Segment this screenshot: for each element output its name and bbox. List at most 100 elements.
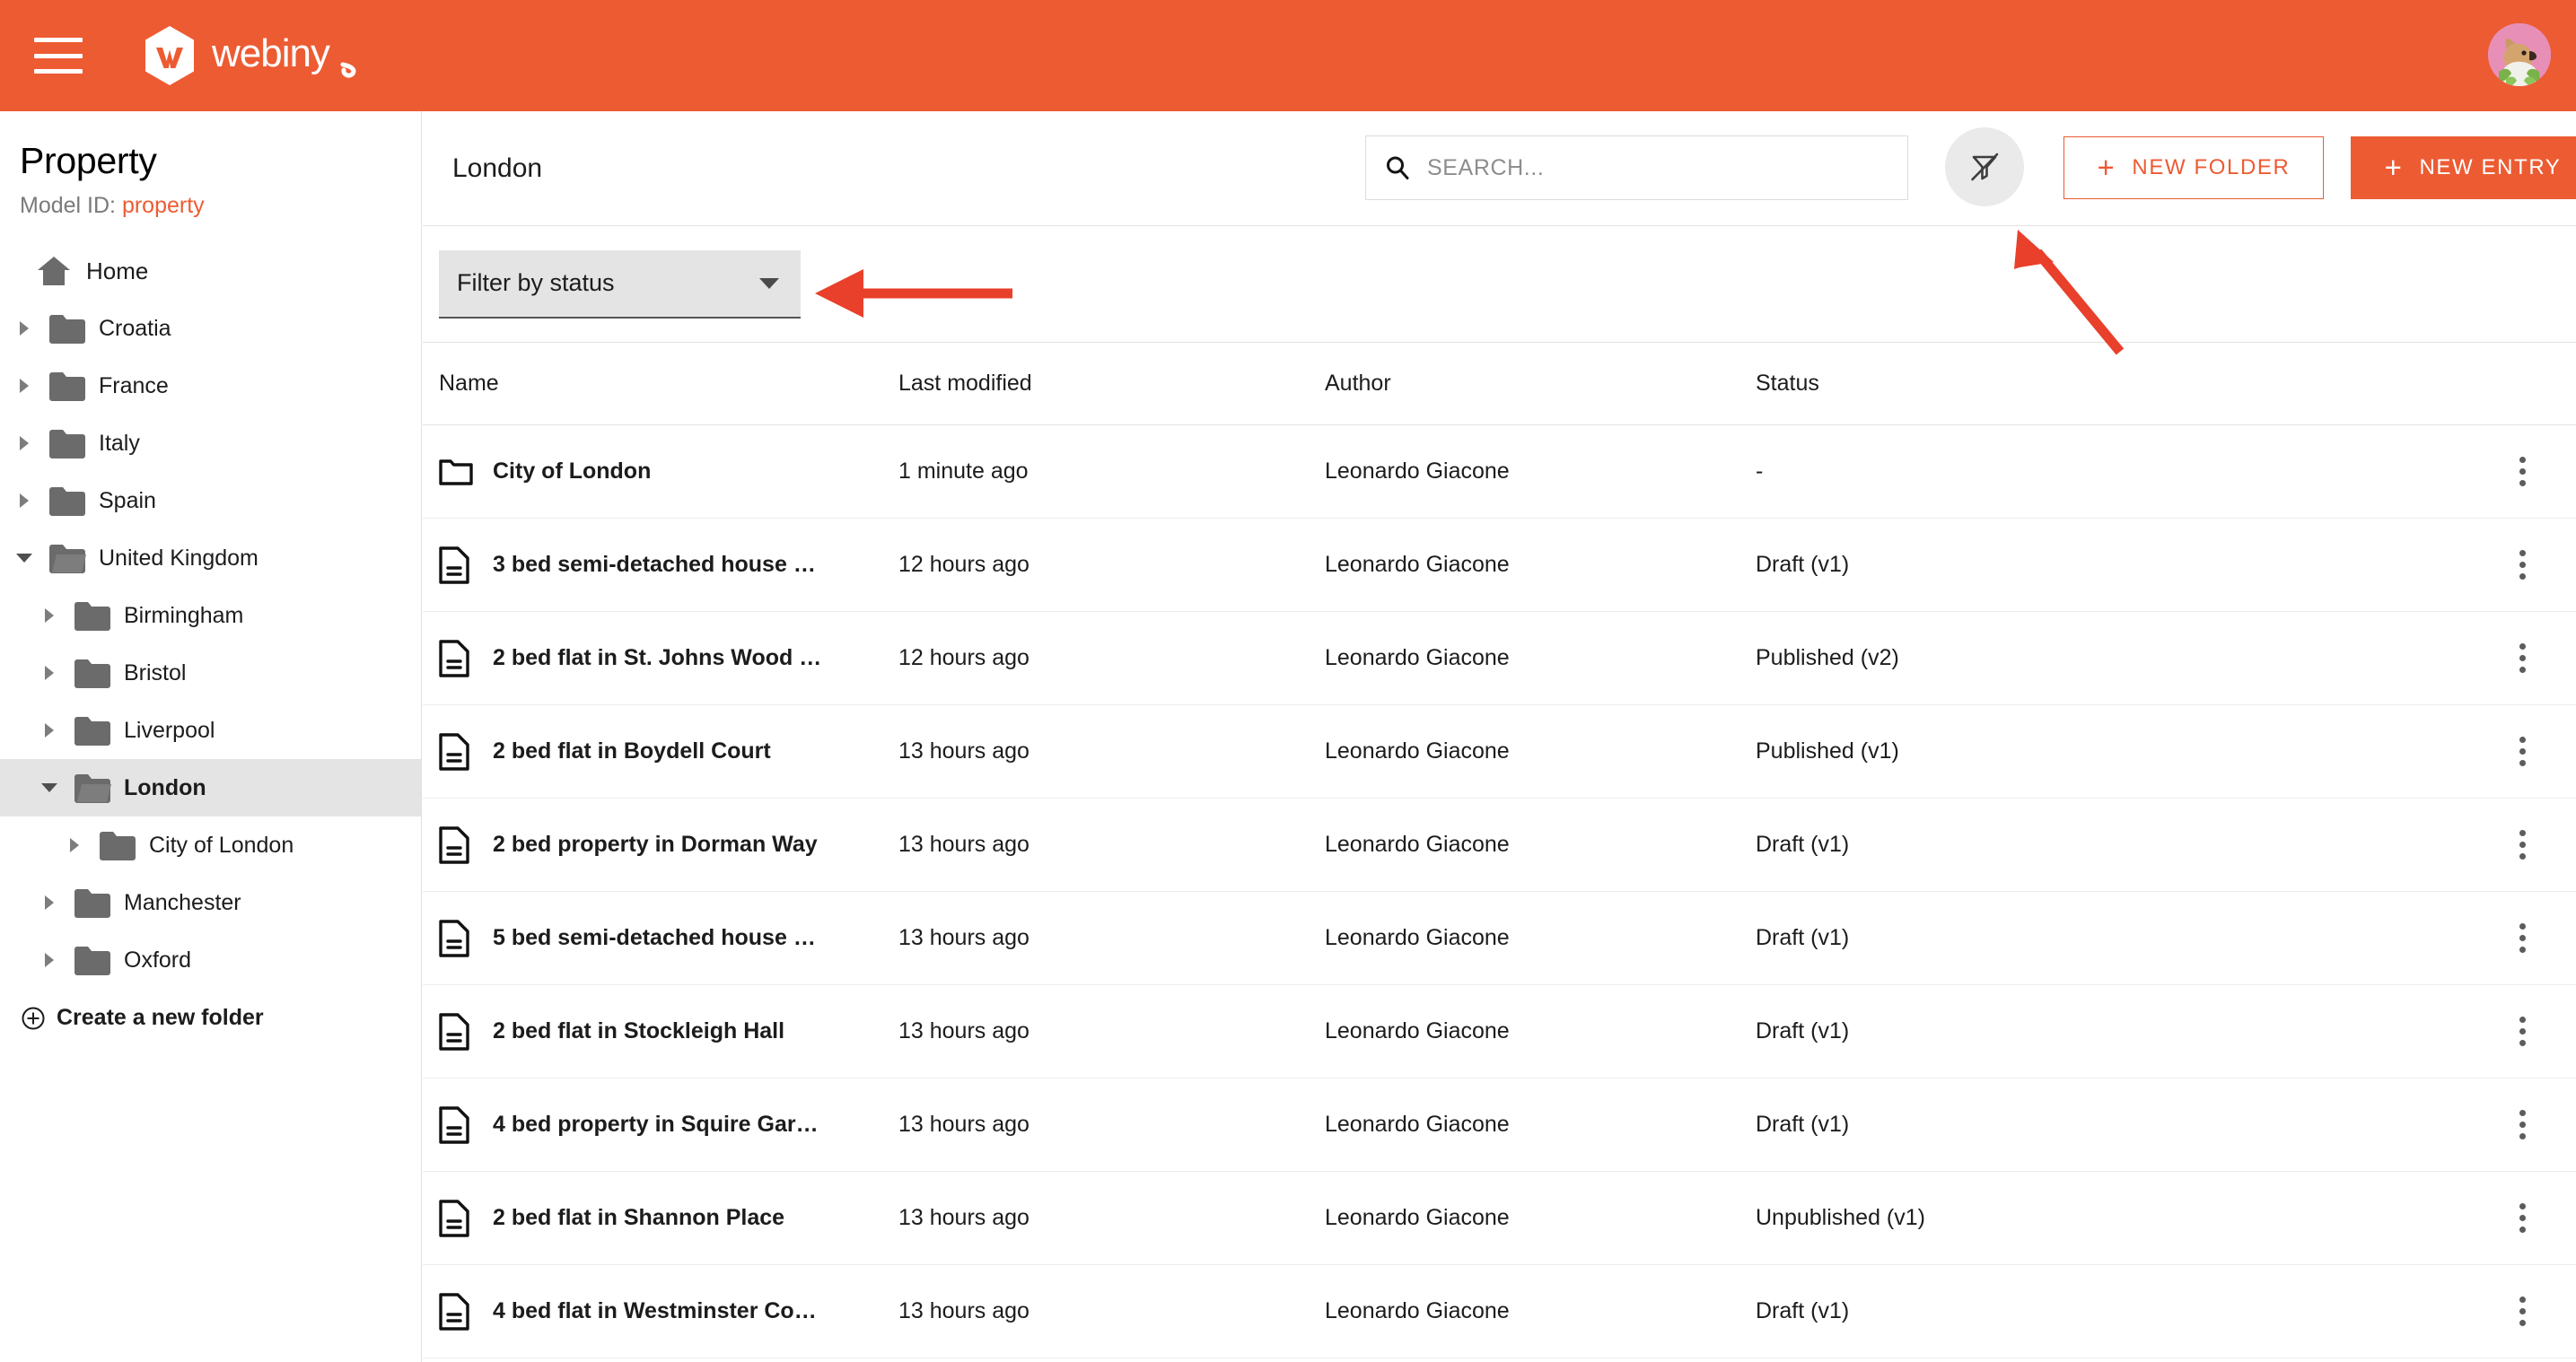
tree-item-united-kingdom[interactable]: United Kingdom: [0, 529, 421, 587]
kebab-menu-icon[interactable]: [2507, 1289, 2538, 1333]
tree-item-france[interactable]: France: [0, 357, 421, 415]
toggle-filters-button[interactable]: [1945, 127, 2024, 206]
folder-icon: [99, 830, 136, 860]
new-folder-button[interactable]: + NEW FOLDER: [2063, 136, 2324, 199]
row-name: City of London: [493, 458, 652, 484]
brand-logo[interactable]: webiny: [142, 25, 366, 86]
tree-item-home[interactable]: Home: [0, 242, 421, 300]
kebab-menu-icon[interactable]: [2507, 1196, 2538, 1240]
search-input[interactable]: [1427, 154, 1889, 181]
tree-item-label: Birmingham: [124, 602, 244, 628]
model-id: Model ID: property: [20, 193, 421, 219]
document-icon: [439, 1292, 477, 1331]
table-row[interactable]: 2 bed flat in St. Johns Wood … 12 hours a…: [423, 612, 2576, 705]
folder-icon: [74, 600, 111, 631]
page-title: Property: [20, 140, 157, 181]
chevron-right-icon[interactable]: [38, 604, 61, 627]
tree-item-oxford[interactable]: Oxford: [0, 931, 421, 989]
tree-item-city-of-london[interactable]: City of London: [0, 816, 421, 874]
tree-item-liverpool[interactable]: Liverpool: [0, 702, 421, 759]
folder-icon: [48, 313, 86, 344]
tree-item-label: Spain: [99, 487, 156, 513]
row-author: Leonardo Giacone: [1325, 645, 1510, 670]
row-author: Leonardo Giacone: [1325, 1018, 1510, 1043]
filter-by-status-select[interactable]: Filter by status: [439, 249, 801, 319]
table-row[interactable]: 2 bed flat in Stockleigh Hall 13 hours ag…: [423, 985, 2576, 1078]
row-last-modified: 13 hours ago: [898, 1018, 1030, 1043]
column-header-name: Name: [439, 371, 499, 396]
row-last-modified: 13 hours ago: [898, 1205, 1030, 1230]
row-author: Leonardo Giacone: [1325, 1112, 1510, 1137]
chevron-right-icon[interactable]: [13, 374, 36, 397]
tree-item-birmingham[interactable]: Birmingham: [0, 587, 421, 644]
chevron-right-icon[interactable]: [13, 317, 36, 340]
tree-item-london[interactable]: London: [0, 759, 421, 816]
chevron-right-icon[interactable]: [63, 834, 86, 857]
hamburger-icon[interactable]: [34, 38, 83, 74]
row-last-modified: 12 hours ago: [898, 645, 1030, 670]
row-status: Draft (v1): [1756, 552, 1850, 577]
search-box[interactable]: [1365, 135, 1908, 200]
tree-item-label: London: [124, 774, 206, 800]
chevron-right-icon[interactable]: [38, 948, 61, 972]
row-status: Draft (v1): [1756, 925, 1850, 950]
folder-icon: [74, 715, 111, 746]
table-row[interactable]: 3 bed semi-detached house … 12 hours ago L…: [423, 519, 2576, 612]
table-row[interactable]: 5 bed semi-detached house … 13 hours ago L…: [423, 892, 2576, 985]
tree-item-label: United Kingdom: [99, 545, 258, 571]
chevron-right-icon[interactable]: [38, 719, 61, 742]
kebab-menu-icon[interactable]: [2507, 543, 2538, 587]
chevron-right-icon[interactable]: [13, 432, 36, 455]
kebab-menu-icon[interactable]: [2507, 450, 2538, 493]
table-row[interactable]: 2 bed property in Dorman Way 13 hours ago…: [423, 799, 2576, 892]
folder-icon: [48, 428, 86, 458]
folder-icon: [48, 485, 86, 516]
tree-item-croatia[interactable]: Croatia: [0, 300, 421, 357]
filter-by-status-value: Filter by status: [457, 269, 615, 296]
new-folder-label: NEW FOLDER: [2132, 155, 2291, 179]
avatar[interactable]: [2488, 23, 2551, 86]
chevron-down-icon[interactable]: [38, 776, 61, 799]
tree-item-manchester[interactable]: Manchester: [0, 874, 421, 931]
row-status: Unpublished (v1): [1756, 1205, 1925, 1230]
kebab-menu-icon[interactable]: [2507, 916, 2538, 960]
table-row[interactable]: 4 bed flat in Westminster Co… 13 hours ag…: [423, 1265, 2576, 1358]
webiny-wordmark: webiny: [212, 32, 366, 79]
plus-icon: +: [2097, 150, 2116, 184]
tree-item-bristol[interactable]: Bristol: [0, 644, 421, 702]
new-entry-label: NEW ENTRY: [2419, 155, 2562, 179]
row-status: Draft (v1): [1756, 1018, 1850, 1043]
chevron-down-icon[interactable]: [13, 546, 36, 570]
kebab-menu-icon[interactable]: [2507, 636, 2538, 680]
hamburger-bar: [34, 69, 83, 74]
kebab-menu-icon[interactable]: [2507, 823, 2538, 867]
chevron-right-icon[interactable]: [38, 661, 61, 685]
row-last-modified: 12 hours ago: [898, 552, 1030, 577]
chevron-right-icon[interactable]: [13, 489, 36, 512]
chevron-right-icon[interactable]: [38, 891, 61, 914]
document-icon: [439, 919, 477, 957]
folder-icon: [74, 658, 111, 688]
row-author: Leonardo Giacone: [1325, 458, 1510, 484]
table-row[interactable]: 4 bed property in Squire Gar… 13 hours ag…: [423, 1078, 2576, 1172]
folder-tree: Home Croatia France Italy Spain United Kingdo…: [0, 242, 421, 989]
tree-item-italy[interactable]: Italy: [0, 415, 421, 472]
sidebar: Property Model ID: property Home Croatia F…: [0, 111, 422, 1362]
model-id-value[interactable]: property: [121, 193, 205, 218]
new-entry-button[interactable]: + NEW ENTRY: [2351, 136, 2576, 199]
document-icon: [439, 1199, 477, 1237]
plus-icon: +: [2384, 150, 2404, 184]
table-row[interactable]: City of London 1 minute ago Leonardo Giaco…: [423, 425, 2576, 519]
kebab-menu-icon[interactable]: [2507, 729, 2538, 773]
table-row[interactable]: 2 bed flat in Boydell Court 13 hours ago L…: [423, 705, 2576, 799]
search-icon: [1384, 154, 1411, 181]
folder-open-icon: [74, 773, 111, 803]
main-content: London + NEW FOLDER +: [423, 111, 2576, 1362]
tree-item-spain[interactable]: Spain: [0, 472, 421, 529]
kebab-menu-icon[interactable]: [2507, 1103, 2538, 1147]
row-name: 3 bed semi-detached house …: [493, 552, 816, 577]
kebab-menu-icon[interactable]: [2507, 1009, 2538, 1053]
table-row[interactable]: 2 bed flat in Shannon Place 13 hours ago L…: [423, 1172, 2576, 1265]
create-new-folder-button[interactable]: Create a new folder: [22, 1005, 421, 1031]
row-name: 2 bed property in Dorman Way: [493, 832, 818, 857]
